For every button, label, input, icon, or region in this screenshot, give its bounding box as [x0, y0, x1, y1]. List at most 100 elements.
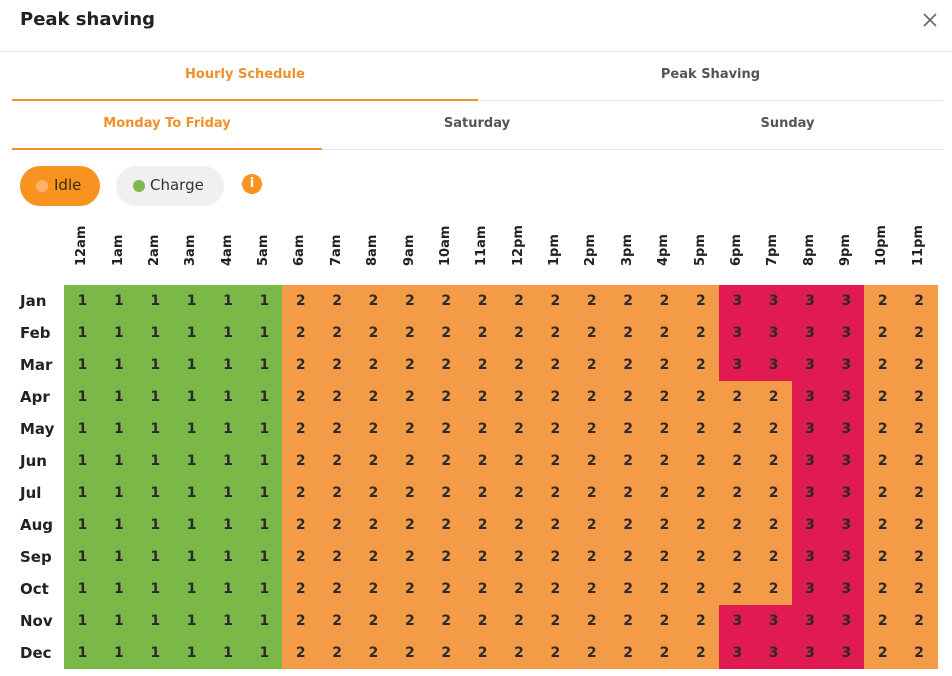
schedule-cell[interactable]: 2: [536, 413, 574, 445]
schedule-cell[interactable]: 1: [100, 509, 138, 541]
schedule-cell[interactable]: 2: [609, 573, 647, 605]
schedule-cell[interactable]: 1: [245, 541, 283, 573]
schedule-cell[interactable]: 2: [864, 605, 902, 637]
schedule-cell[interactable]: 1: [173, 381, 210, 413]
idle-mode-button[interactable]: Idle: [20, 166, 100, 206]
schedule-cell[interactable]: 1: [64, 317, 101, 349]
schedule-cell[interactable]: 2: [573, 349, 611, 381]
schedule-cell[interactable]: 1: [209, 573, 247, 605]
schedule-cell[interactable]: 3: [827, 413, 865, 445]
schedule-cell[interactable]: 3: [791, 637, 829, 669]
schedule-cell[interactable]: 2: [718, 381, 756, 413]
schedule-cell[interactable]: 3: [827, 349, 865, 381]
schedule-cell[interactable]: 2: [900, 637, 938, 669]
schedule-cell[interactable]: 2: [500, 445, 538, 477]
schedule-cell[interactable]: 2: [355, 605, 392, 637]
schedule-cell[interactable]: 2: [500, 413, 538, 445]
schedule-cell[interactable]: 2: [318, 349, 356, 381]
schedule-cell[interactable]: 1: [209, 317, 247, 349]
schedule-cell[interactable]: 2: [391, 605, 429, 637]
schedule-cell[interactable]: 1: [173, 573, 210, 605]
schedule-cell[interactable]: 1: [100, 349, 138, 381]
schedule-cell[interactable]: 1: [64, 413, 101, 445]
schedule-cell[interactable]: 1: [100, 381, 138, 413]
schedule-cell[interactable]: 1: [64, 637, 101, 669]
schedule-cell[interactable]: 2: [464, 285, 501, 317]
schedule-cell[interactable]: 2: [646, 349, 683, 381]
tab-sunday[interactable]: Sunday: [760, 116, 815, 131]
schedule-cell[interactable]: 2: [391, 445, 429, 477]
schedule-cell[interactable]: 1: [136, 605, 174, 637]
schedule-cell[interactable]: 2: [427, 605, 465, 637]
schedule-cell[interactable]: 1: [173, 477, 210, 509]
schedule-cell[interactable]: 2: [282, 381, 320, 413]
schedule-cell[interactable]: 1: [245, 349, 283, 381]
schedule-cell[interactable]: 2: [609, 317, 647, 349]
schedule-cell[interactable]: 2: [900, 317, 938, 349]
schedule-cell[interactable]: 2: [682, 573, 720, 605]
schedule-cell[interactable]: 2: [427, 381, 465, 413]
schedule-cell[interactable]: 1: [173, 349, 210, 381]
schedule-cell[interactable]: 3: [791, 541, 829, 573]
schedule-cell[interactable]: 2: [682, 477, 720, 509]
schedule-cell[interactable]: 2: [646, 573, 683, 605]
schedule-cell[interactable]: 2: [646, 445, 683, 477]
schedule-cell[interactable]: 2: [282, 285, 320, 317]
schedule-cell[interactable]: 2: [355, 317, 392, 349]
schedule-cell[interactable]: 2: [718, 413, 756, 445]
schedule-cell[interactable]: 1: [173, 413, 210, 445]
schedule-cell[interactable]: 3: [718, 637, 756, 669]
schedule-cell[interactable]: 2: [573, 445, 611, 477]
schedule-cell[interactable]: 2: [864, 573, 902, 605]
schedule-cell[interactable]: 2: [282, 445, 320, 477]
schedule-cell[interactable]: 2: [573, 605, 611, 637]
schedule-cell[interactable]: 1: [245, 477, 283, 509]
schedule-cell[interactable]: 2: [282, 317, 320, 349]
schedule-cell[interactable]: 1: [64, 349, 101, 381]
schedule-cell[interactable]: 1: [173, 445, 210, 477]
schedule-cell[interactable]: 2: [682, 285, 720, 317]
schedule-cell[interactable]: 1: [209, 477, 247, 509]
schedule-cell[interactable]: 2: [573, 541, 611, 573]
schedule-cell[interactable]: 1: [100, 477, 138, 509]
schedule-cell[interactable]: 2: [900, 509, 938, 541]
schedule-cell[interactable]: 2: [864, 317, 902, 349]
schedule-cell[interactable]: 1: [173, 285, 210, 317]
schedule-cell[interactable]: 2: [318, 541, 356, 573]
schedule-cell[interactable]: 3: [791, 381, 829, 413]
schedule-cell[interactable]: 3: [791, 413, 829, 445]
schedule-cell[interactable]: 1: [136, 349, 174, 381]
schedule-cell[interactable]: 2: [864, 285, 902, 317]
schedule-cell[interactable]: 2: [718, 573, 756, 605]
schedule-cell[interactable]: 2: [682, 349, 720, 381]
schedule-cell[interactable]: 2: [282, 477, 320, 509]
schedule-cell[interactable]: 2: [318, 285, 356, 317]
schedule-cell[interactable]: 3: [791, 317, 829, 349]
schedule-cell[interactable]: 2: [427, 413, 465, 445]
schedule-cell[interactable]: 2: [609, 445, 647, 477]
schedule-cell[interactable]: 2: [609, 381, 647, 413]
schedule-cell[interactable]: 2: [464, 541, 501, 573]
schedule-cell[interactable]: 1: [136, 445, 174, 477]
tab-monday-to-friday[interactable]: Monday To Friday: [12, 101, 322, 150]
schedule-cell[interactable]: 2: [646, 605, 683, 637]
tab-saturday[interactable]: Saturday: [443, 116, 511, 131]
schedule-cell[interactable]: 2: [427, 477, 465, 509]
schedule-cell[interactable]: 2: [282, 509, 320, 541]
schedule-cell[interactable]: 2: [391, 349, 429, 381]
schedule-cell[interactable]: 1: [245, 285, 283, 317]
schedule-cell[interactable]: 2: [755, 573, 792, 605]
schedule-cell[interactable]: 2: [646, 509, 683, 541]
schedule-cell[interactable]: 2: [682, 317, 720, 349]
schedule-cell[interactable]: 2: [900, 541, 938, 573]
schedule-cell[interactable]: 2: [536, 285, 574, 317]
schedule-cell[interactable]: 1: [100, 285, 138, 317]
schedule-cell[interactable]: 2: [536, 605, 574, 637]
schedule-cell[interactable]: 3: [718, 349, 756, 381]
schedule-cell[interactable]: 2: [282, 541, 320, 573]
schedule-cell[interactable]: 3: [827, 541, 865, 573]
schedule-cell[interactable]: 2: [282, 413, 320, 445]
schedule-cell[interactable]: 2: [318, 509, 356, 541]
schedule-cell[interactable]: 2: [355, 413, 392, 445]
schedule-cell[interactable]: 3: [755, 317, 792, 349]
